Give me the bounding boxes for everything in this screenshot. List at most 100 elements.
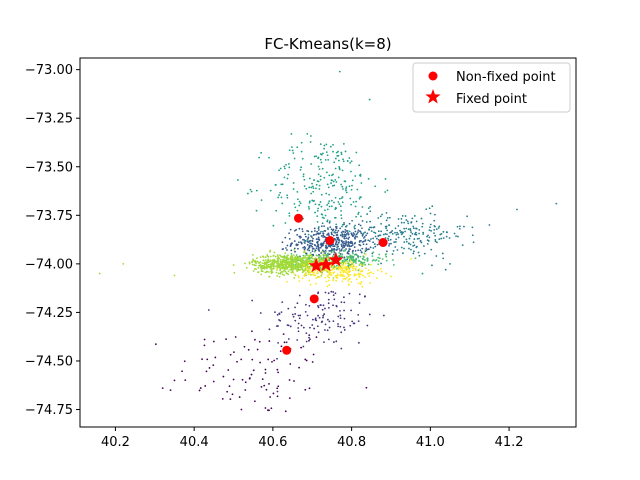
scatter-point-cluster-3 [362, 237, 365, 239]
scatter-point-cluster-5 [331, 255, 334, 258]
scatter-point-cluster-2 [333, 251, 336, 254]
scatter-point-cluster-6 [275, 260, 278, 263]
scatter-point-cluster-2 [284, 236, 287, 239]
scatter-point-cluster-2 [288, 232, 290, 235]
scatter-point-cluster-4 [324, 214, 327, 217]
scatter-point-cluster-1 [327, 338, 330, 341]
scatter-point-cluster-4 [344, 150, 347, 153]
scatter-point-cluster-6 [277, 272, 280, 275]
scatter-point-cluster-5 [358, 260, 360, 263]
scatter-point-cluster-0 [260, 385, 263, 388]
scatter-point-cluster-2 [297, 247, 299, 250]
scatter-point-cluster-2 [289, 228, 292, 231]
scatter-point-cluster-6 [255, 264, 257, 267]
scatter-point-cluster-2 [357, 255, 359, 258]
scatter-point-cluster-6 [263, 265, 266, 268]
scatter-point-cluster-1 [251, 299, 254, 302]
scatter-point-cluster-6 [321, 250, 324, 253]
scatter-point-cluster-0 [221, 397, 224, 400]
scatter-point-cluster-7 [347, 283, 350, 286]
scatter-point-cluster-2 [319, 232, 322, 235]
scatter-point-cluster-4 [274, 183, 277, 186]
scatter-point-cluster-3 [366, 213, 369, 215]
scatter-point-cluster-2 [302, 246, 305, 249]
scatter-point-cluster-2 [329, 249, 332, 252]
scatter-point-cluster-4 [314, 211, 316, 214]
scatter-point-cluster-6 [278, 264, 280, 266]
center-markers-layer [282, 213, 388, 355]
scatter-point-cluster-2 [354, 249, 357, 252]
scatter-point-cluster-0 [288, 397, 291, 400]
scatter-point-cluster-6 [319, 260, 322, 262]
scatter-point-cluster-2 [346, 244, 349, 247]
scatter-point-cluster-2 [357, 223, 360, 226]
scatter-point-cluster-5 [414, 257, 417, 260]
scatter-point-cluster-0 [264, 368, 267, 371]
scatter-point-cluster-1 [305, 332, 308, 335]
scatter-point-cluster-2 [314, 249, 317, 252]
scatter-point-cluster-6 [270, 270, 273, 273]
scatter-point-cluster-0 [253, 400, 256, 403]
scatter-point-cluster-6 [275, 271, 278, 274]
scatter-point-cluster-6 [317, 254, 319, 257]
scatter-point-cluster-3 [455, 235, 457, 238]
scatter-point-cluster-6 [260, 273, 263, 276]
scatter-point-cluster-0 [280, 345, 283, 348]
scatter-point-cluster-2 [303, 239, 306, 241]
scatter-point-cluster-7 [342, 264, 345, 267]
scatter-point-cluster-4 [314, 203, 317, 206]
scatter-point-cluster-4 [368, 98, 371, 101]
scatter-point-cluster-4 [329, 145, 332, 148]
scatter-point-cluster-3 [382, 233, 385, 236]
scatter-point-cluster-4 [310, 163, 313, 165]
scatter-point-cluster-4 [249, 188, 252, 191]
scatter-point-cluster-3 [399, 229, 401, 232]
scatter-point-cluster-5 [366, 260, 369, 262]
scatter-point-cluster-5 [356, 254, 358, 256]
scatter-point-cluster-0 [289, 363, 292, 365]
scatter-point-cluster-3 [394, 227, 397, 230]
scatter-point-cluster-4 [286, 194, 289, 197]
scatter-point-cluster-4 [325, 171, 328, 174]
scatter-point-cluster-7 [344, 262, 347, 264]
scatter-point-cluster-4 [333, 216, 336, 219]
scatter-point-cluster-2 [291, 242, 293, 245]
scatter-point-cluster-4 [296, 190, 299, 193]
scatter-point-cluster-4 [326, 208, 329, 211]
scatter-point-cluster-4 [325, 151, 328, 154]
scatter-point-cluster-3 [406, 220, 409, 223]
scatter-point-cluster-3 [457, 235, 459, 238]
scatter-point-cluster-5 [322, 254, 325, 257]
y-tick-label: −73.50 [25, 160, 73, 175]
scatter-point-cluster-7 [353, 273, 356, 276]
scatter-point-cluster-5 [360, 261, 363, 264]
scatter-point-cluster-3 [433, 219, 436, 222]
scatter-point-cluster-1 [317, 331, 320, 334]
scatter-point-cluster-7 [340, 265, 343, 268]
scatter-point-cluster-5 [362, 255, 365, 258]
scatter-point-cluster-6 [301, 265, 304, 267]
scatter-point-cluster-2 [293, 247, 296, 250]
scatter-point-cluster-3 [375, 237, 378, 240]
scatter-point-cluster-3 [343, 221, 345, 224]
scatter-point-cluster-1 [343, 326, 345, 329]
scatter-point-cluster-1 [294, 319, 297, 322]
scatter-point-cluster-7 [314, 274, 317, 277]
scatter-point-cluster-1 [298, 294, 301, 297]
scatter-point-cluster-2 [313, 233, 315, 236]
scatter-point-cluster-7 [275, 267, 278, 270]
scatter-point-cluster-2 [323, 250, 325, 253]
scatter-point-cluster-4 [320, 161, 323, 164]
scatter-point-cluster-6 [269, 249, 272, 252]
scatter-point-cluster-4 [280, 183, 283, 186]
scatter-point-cluster-2 [328, 253, 331, 256]
scatter-point-cluster-4 [255, 189, 258, 192]
scatter-point-cluster-2 [346, 232, 349, 234]
scatter-point-cluster-0 [184, 379, 187, 382]
scatter-point-cluster-6 [283, 263, 285, 266]
scatter-point-cluster-3 [421, 225, 424, 228]
scatter-point-cluster-7 [309, 271, 312, 274]
scatter-point-cluster-3 [405, 238, 408, 241]
scatter-point-cluster-3 [385, 227, 388, 230]
scatter-point-cluster-6 [305, 261, 308, 263]
